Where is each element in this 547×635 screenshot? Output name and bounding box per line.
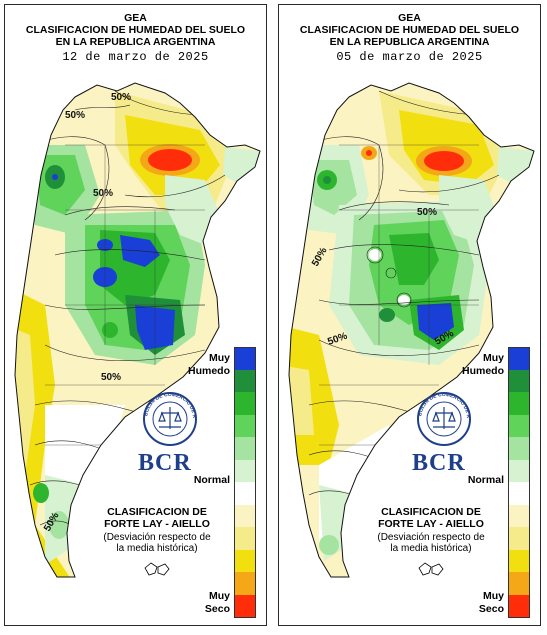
map-date: 05 de marzo de 2025: [336, 50, 483, 64]
legend-muy-seco-2: Seco: [204, 603, 230, 615]
bcr-logo: BCR: [138, 450, 192, 476]
bcr-seal-icon: BOLSA DE COMERCIO DE ROSARIO: [415, 391, 471, 446]
contour-label: 50%: [417, 207, 437, 218]
header-subtitle: EN LA REPUBLICA ARGENTINA: [329, 36, 490, 48]
bcr-logo: BCR: [412, 450, 466, 476]
legend-swatch: [234, 414, 256, 437]
bcr-seal-icon: BOLSA DE COMERCIO DE ROSARIO: [141, 391, 197, 446]
legend-swatch: [234, 392, 256, 415]
legend-swatch: [234, 527, 256, 550]
legend-muy-seco-2: Seco: [478, 603, 504, 615]
legend-muy-humedo-1: Muy: [483, 352, 504, 364]
legend-swatch: [508, 414, 530, 437]
map-date: 12 de marzo de 2025: [62, 50, 209, 64]
header-title: CLASIFICACION DE HUMEDAD DEL SUELO: [299, 24, 520, 36]
classification-note-1: (Desviación respecto de: [103, 532, 211, 543]
malvinas-islands-icon: [144, 562, 170, 576]
legend-swatch: [508, 504, 530, 527]
legend-muy-seco-1: Muy: [209, 590, 230, 602]
legend-swatch: [234, 482, 256, 505]
legend-swatch: [508, 392, 530, 415]
contour-label: 50%: [65, 110, 85, 121]
header-org: GEA: [398, 12, 421, 24]
map-panel-march-05: 50% 50% 50% 50% GEA CLASIFICACION DE HUM…: [278, 4, 541, 626]
map-panel-march-12: 50% 50% 50% 50% 50% GEA CLASIFICACION DE…: [4, 4, 267, 626]
legend-swatch: [508, 594, 530, 618]
classification-title-2: FORTE LAY - AIELLO: [104, 518, 210, 530]
contour-label: 50%: [93, 188, 113, 199]
legend-swatch: [234, 572, 256, 595]
legend-swatch: [508, 437, 530, 460]
legend-swatch: [508, 572, 530, 595]
legend-normal: Normal: [467, 474, 504, 486]
legend-muy-humedo-2: Humedo: [188, 365, 230, 377]
legend-swatch: [234, 459, 256, 482]
legend-normal: Normal: [193, 474, 230, 486]
legend-swatch: [508, 347, 530, 371]
header-title: CLASIFICACION DE HUMEDAD DEL SUELO: [25, 24, 246, 36]
header-org: GEA: [124, 12, 147, 24]
legend-muy-humedo-1: Muy: [209, 352, 230, 364]
legend-swatch: [234, 369, 256, 392]
classification-note-2: la media histórica): [390, 543, 472, 554]
legend-swatch: [234, 549, 256, 572]
legend-swatch: [234, 437, 256, 460]
legend-swatch: [508, 369, 530, 392]
soil-moisture-map-march-12: 50% 50% 50% 50% 50%: [14, 82, 261, 578]
legend-swatch: [234, 594, 256, 618]
legend-muy-seco-1: Muy: [483, 590, 504, 602]
legend-swatch: [508, 527, 530, 550]
legend-swatch: [508, 459, 530, 482]
classification-title-1: CLASIFICACION DE: [381, 506, 481, 518]
header-subtitle: EN LA REPUBLICA ARGENTINA: [55, 36, 216, 48]
contour-label: 50%: [111, 92, 131, 103]
classification-note-2: la media histórica): [116, 543, 198, 554]
legend-muy-humedo-2: Humedo: [462, 365, 504, 377]
legend-swatch: [508, 549, 530, 572]
classification-title-2: FORTE LAY - AIELLO: [378, 518, 484, 530]
legend-swatch: [508, 482, 530, 505]
malvinas-islands-icon: [418, 562, 444, 576]
legend-swatch: [234, 504, 256, 527]
contour-label: 50%: [101, 372, 121, 383]
classification-note-1: (Desviación respecto de: [377, 532, 485, 543]
soil-moisture-map-march-05: 50% 50% 50% 50%: [288, 82, 535, 578]
legend-swatch: [234, 347, 256, 371]
classification-title-1: CLASIFICACION DE: [107, 506, 207, 518]
